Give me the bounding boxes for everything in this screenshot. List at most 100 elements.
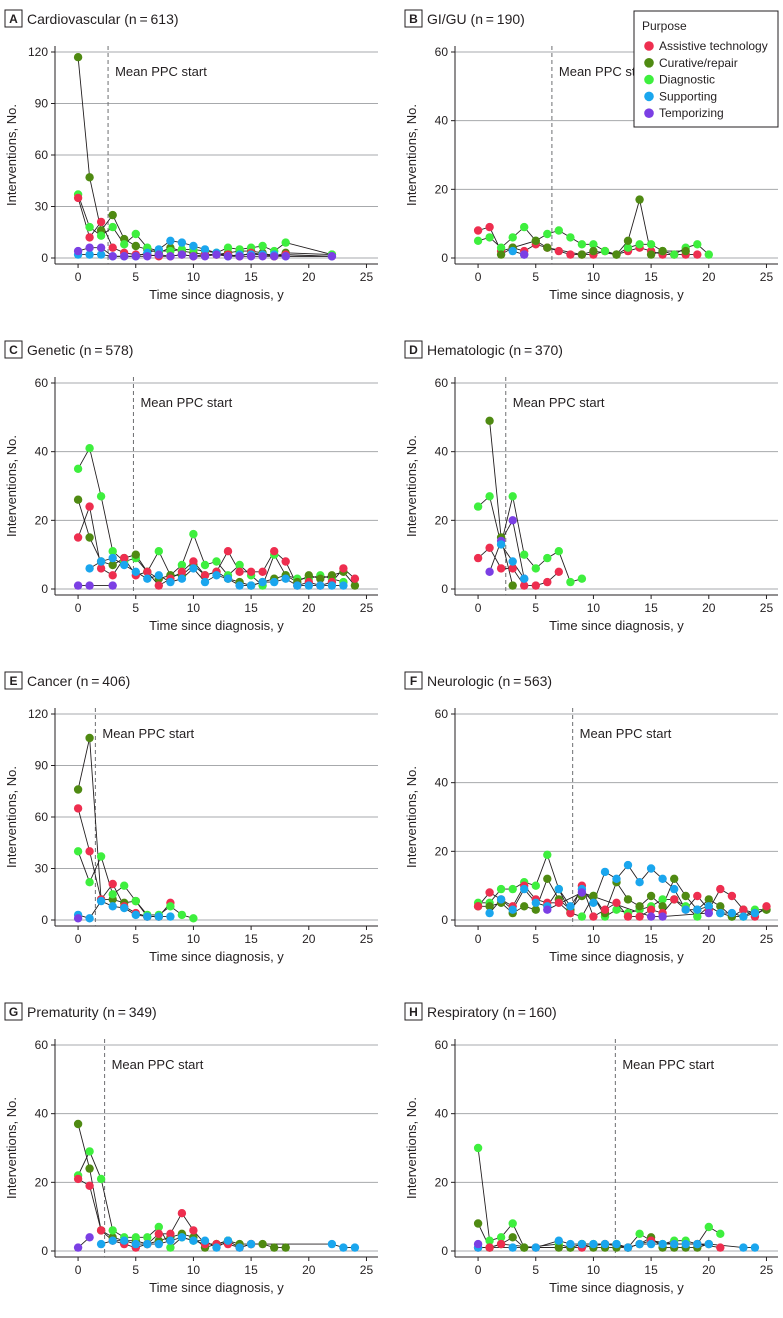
panel-title: Neurologic (n = 563) [427,673,552,689]
point-curative-repair [73,1119,83,1129]
panel-title: Cancer (n = 406) [27,673,130,689]
point-diagnostic [189,529,198,539]
point-curative-repair [108,560,117,570]
point-temporizing [73,246,83,256]
point-diagnostic [485,233,494,242]
point-curative-repair [496,250,506,259]
point-assistive-technology [235,567,244,576]
point-supporting [750,908,760,918]
point-curative-repair [73,785,83,794]
point-assistive-technology [120,553,129,563]
point-supporting [212,1243,221,1252]
point-assistive-technology [108,243,117,252]
point-supporting [704,1239,713,1249]
point-temporizing [96,243,106,252]
x-tick-label: 15 [244,1263,258,1277]
point-supporting [508,246,517,256]
point-curative-repair [473,1219,483,1228]
point-diagnostic [96,1174,106,1184]
point-assistive-technology [223,547,233,556]
point-curative-repair [531,236,540,245]
point-supporting [154,1239,163,1249]
point-diagnostic [577,574,587,583]
point-diagnostic [589,240,598,249]
point-supporting [623,860,633,870]
point-diagnostic [166,902,175,911]
point-assistive-technology [108,571,117,580]
point-supporting [96,1239,106,1249]
ppc-start-label: Mean PPC start [513,395,605,410]
point-curative-repair [316,574,325,583]
panel-title: Cardiovascular (n = 613) [27,11,179,27]
point-assistive-technology [85,233,94,242]
ppc-start-label: Mean PPC start [559,64,651,79]
panel-d: 0 20 40 60 0 5 10 15 20 25 Time since diagnosis, y… [404,340,778,633]
point-assistive-technology [177,1209,187,1218]
x-axis-label: Time since diagnosis, y [149,949,284,964]
point-temporizing [646,912,656,921]
panel-letter-box [404,9,423,28]
panel-h: 0 20 40 60 0 5 10 15 20 25 Time since diagnosis, y… [404,1002,778,1295]
point-supporting [223,1236,233,1245]
point-supporting [350,1243,360,1252]
point-temporizing [235,252,244,261]
x-axis-label: Time since diagnosis, y [549,949,684,964]
point-temporizing [73,1243,83,1252]
point-supporting [327,581,337,590]
point-temporizing [85,581,94,590]
point-assistive-technology [96,1226,106,1235]
point-temporizing [212,250,221,259]
x-tick-label: 25 [760,932,774,946]
panel-letter-box [4,340,23,359]
point-assistive-technology [73,193,83,203]
legend-box [633,10,779,128]
point-diagnostic [154,547,163,556]
point-temporizing [258,252,267,261]
x-axis-label: Time since diagnosis, y [549,618,684,633]
point-diagnostic [223,243,233,252]
point-curative-repair [612,250,621,259]
point-assistive-technology [350,574,360,583]
point-temporizing [485,567,494,576]
point-curative-repair [623,895,633,904]
ppc-start-label: Mean PPC start [102,726,194,741]
ppc-start-label: Mean PPC start [115,64,207,79]
point-supporting [246,1239,256,1249]
x-tick-label: 20 [302,601,316,615]
x-tick-label: 15 [244,270,258,284]
x-tick-label: 25 [360,601,374,615]
point-assistive-technology [727,891,737,901]
point-diagnostic [200,560,210,570]
point-curative-repair [531,905,540,914]
point-diagnostic [716,1229,725,1239]
point-diagnostic [658,895,667,904]
panel-letter-box [404,671,423,690]
y-axis-label: Interventions, No. [4,435,19,537]
point-supporting [496,895,506,904]
point-curative-repair [73,495,83,504]
point-temporizing [154,250,163,259]
point-assistive-technology [85,1181,94,1191]
point-supporting [235,581,244,590]
y-tick-label: 20 [435,182,449,196]
point-diagnostic [566,577,575,587]
point-supporting [85,914,94,923]
point-supporting [108,902,117,911]
panel-title: Prematurity (n = 349) [27,1004,157,1020]
point-temporizing [73,914,83,923]
point-diagnostic [623,243,633,252]
x-tick-label: 10 [587,270,601,284]
x-tick-label: 5 [132,270,139,284]
point-diagnostic [635,1229,644,1239]
ppc-start-label: Mean PPC start [140,395,232,410]
point-diagnostic [577,912,587,921]
point-assistive-technology [166,1229,175,1239]
panel-a: 0 30 60 90 120 0 5 10 15 20 25 Time since diagnosis… [4,9,378,302]
point-diagnostic [73,464,83,473]
point-assistive-technology [716,884,725,894]
point-assistive-technology [73,1174,83,1184]
point-supporting [120,903,129,913]
point-supporting [212,571,221,580]
point-temporizing [143,252,152,261]
x-tick-label: 20 [302,1263,316,1277]
